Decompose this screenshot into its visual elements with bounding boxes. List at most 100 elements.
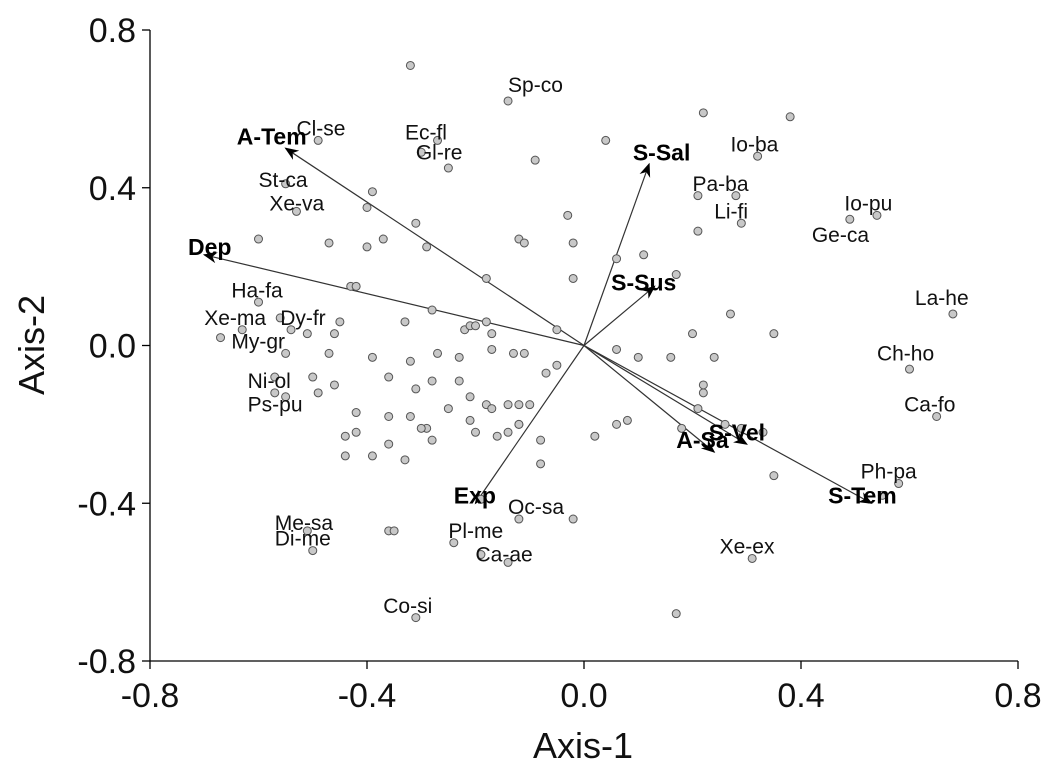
vector-label: S-Sus (611, 269, 676, 295)
species-point (291, 206, 301, 216)
species-point (270, 388, 280, 398)
species-point (275, 313, 285, 323)
species-point (519, 348, 529, 358)
species-point (286, 325, 296, 335)
species-label: Ps-pu (248, 394, 303, 417)
species-point (324, 348, 334, 358)
species-point (709, 352, 719, 362)
species-label: Li-fi (714, 200, 748, 223)
vector-arrow (202, 252, 585, 347)
species-point (351, 408, 361, 418)
species-point (416, 423, 426, 433)
species-point (552, 325, 562, 335)
species-point (932, 411, 942, 421)
species-point (698, 380, 708, 390)
species-point (568, 238, 578, 248)
y-axis-title: Axis-2 (11, 295, 52, 395)
species-label: My-gr (231, 331, 285, 354)
species-point (541, 368, 551, 378)
species-point (465, 392, 475, 402)
species-point (698, 388, 708, 398)
species-label: Xe-ex (720, 536, 775, 559)
species-point (254, 297, 263, 307)
species-point (536, 459, 546, 469)
species-point (877, 490, 887, 500)
species-point (427, 305, 437, 315)
species-point (894, 479, 904, 489)
y-tick-label: -0.4 (77, 485, 136, 523)
vector-arrow (583, 345, 716, 453)
species-label: Ch-ho (877, 342, 934, 365)
y-tick-label: -0.8 (77, 643, 136, 681)
species-label: Ca-fo (904, 394, 955, 417)
species-point (758, 427, 768, 437)
species-point (530, 155, 540, 165)
vector-label: S-Vel (709, 419, 765, 445)
species-point (688, 329, 697, 339)
species-label: Me-sa (275, 512, 334, 535)
species-point (384, 411, 394, 421)
species-point (492, 431, 502, 441)
species-point (254, 234, 263, 244)
vector-arrow (583, 344, 748, 445)
species-point (340, 431, 350, 441)
species-point (514, 419, 524, 429)
species-point (639, 250, 649, 260)
species-label: Cl-se (296, 118, 345, 141)
species-point (568, 273, 578, 283)
species-point (270, 372, 280, 382)
species-point (568, 514, 578, 524)
species-point (753, 151, 763, 161)
species-point (622, 415, 632, 425)
species-point (302, 329, 312, 339)
species-point (471, 427, 480, 437)
species-point (367, 451, 377, 461)
species-points (216, 60, 958, 623)
species-point (671, 609, 681, 619)
species-point (769, 329, 779, 339)
species-label: Io-ba (730, 133, 778, 156)
vector-label: A-Sa (676, 427, 729, 453)
species-label: Ec-fl (405, 122, 447, 145)
species-point (769, 471, 779, 481)
species-point (362, 202, 372, 212)
species-point (422, 242, 432, 252)
vector-label: A-Tem (237, 123, 307, 149)
x-axis-title: Axis-1 (533, 725, 633, 766)
species-point (237, 325, 247, 335)
species-label: St-ca (259, 169, 308, 192)
x-tick-label: -0.4 (338, 677, 397, 715)
species-point (736, 423, 746, 433)
vector-label: S-Sal (633, 139, 691, 165)
species-point (948, 309, 958, 319)
species-point (525, 400, 535, 410)
species-label: Ph-pa (861, 461, 917, 484)
species-point (362, 242, 372, 252)
vector-label: Exp (454, 482, 496, 508)
species-point (400, 455, 410, 465)
species-label: Ha-fa (231, 279, 283, 302)
species-point (400, 317, 410, 327)
species-point (519, 238, 529, 248)
species-label: Co-si (383, 595, 432, 618)
species-point (698, 108, 708, 118)
species-point (281, 392, 291, 402)
species-point (351, 281, 361, 291)
species-point (216, 333, 226, 343)
species-point (514, 400, 524, 410)
species-point (281, 348, 291, 358)
species-point (720, 419, 730, 429)
species-point (633, 352, 643, 362)
vector-arrow (474, 345, 585, 505)
species-point (552, 360, 562, 370)
species-point (329, 329, 339, 339)
species-label: Di-me (275, 528, 331, 551)
species-label: Xe-ma (204, 307, 266, 330)
species-point (281, 179, 291, 189)
species-point (601, 135, 611, 145)
species-point (443, 163, 453, 173)
species-point (487, 404, 497, 414)
species-point (481, 317, 491, 327)
species-point (905, 364, 914, 374)
species-point (487, 344, 497, 354)
